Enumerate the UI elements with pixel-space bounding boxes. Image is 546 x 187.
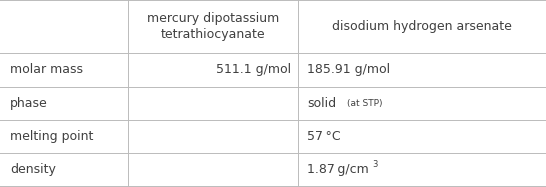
Text: 57 °C: 57 °C <box>307 130 341 143</box>
Text: solid: solid <box>307 97 336 110</box>
Text: disodium hydrogen arsenate: disodium hydrogen arsenate <box>332 20 512 33</box>
Text: density: density <box>10 163 56 176</box>
Text: melting point: melting point <box>10 130 93 143</box>
Text: phase: phase <box>10 97 48 110</box>
Text: 185.91 g/mol: 185.91 g/mol <box>307 63 390 76</box>
Text: 1.87 g/cm: 1.87 g/cm <box>307 163 369 176</box>
Text: molar mass: molar mass <box>10 63 83 76</box>
Text: (at STP): (at STP) <box>347 99 382 108</box>
Text: 511.1 g/mol: 511.1 g/mol <box>216 63 291 76</box>
Text: 3: 3 <box>372 160 377 169</box>
Text: mercury dipotassium
tetrathiocyanate: mercury dipotassium tetrathiocyanate <box>147 12 279 41</box>
